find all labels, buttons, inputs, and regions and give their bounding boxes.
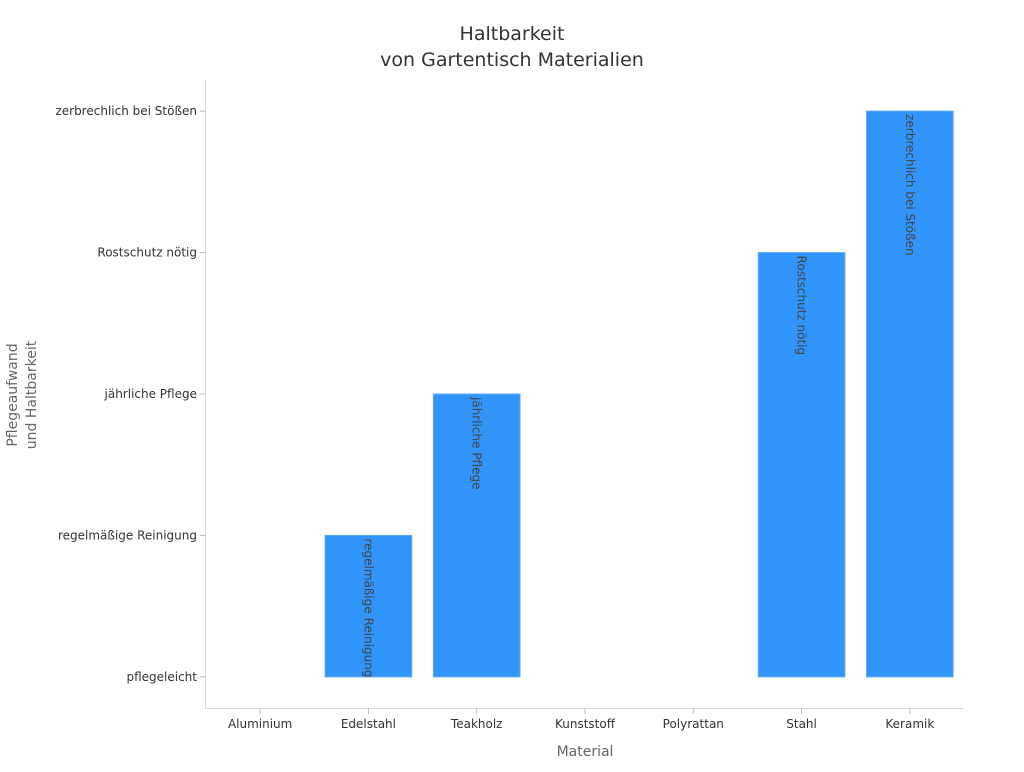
x-axis-title: Material — [557, 744, 614, 760]
bar-teakholz — [432, 393, 521, 678]
y-tick-label: regelmäßige Reinigung — [58, 528, 197, 542]
y-axis-ticks: pflegeleicht regelmäßige Reinigung jährlic… — [55, 104, 206, 684]
x-tick-label: Stahl — [786, 717, 817, 731]
y-tick-label: jährliche Pflege — [104, 387, 197, 401]
bars-group: regelmäßige Reinigung jährliche Pflege Ros… — [324, 110, 954, 678]
x-axis-ticks: Aluminium Edelstahl Teakholz Kunststoff Poly… — [228, 708, 934, 731]
bar-stahl — [757, 252, 846, 678]
x-tick-label: Polyrattan — [663, 717, 724, 731]
bar-data-label: regelmäßige Reinigung — [361, 538, 375, 677]
y-axis-title-line-1: Pflegeaufwand — [5, 343, 21, 446]
y-tick-label: pflegeleicht — [126, 670, 197, 684]
chart-title-line-2: von Gartentisch Materialien — [380, 49, 644, 71]
chart-title-line-1: Haltbarkeit — [460, 23, 565, 45]
x-tick-label: Teakholz — [450, 717, 503, 731]
bar-data-label: zerbrechlich bei Stößen — [903, 114, 917, 256]
bar-data-label: Rostschutz nötig — [795, 256, 809, 356]
x-tick-label: Kunststoff — [555, 717, 616, 731]
bar-edelstahl — [324, 534, 413, 678]
x-tick-label: Aluminium — [228, 717, 292, 731]
y-tick-label: zerbrechlich bei Stößen — [55, 104, 197, 118]
x-tick-label: Edelstahl — [341, 717, 396, 731]
bar-keramik — [866, 110, 954, 678]
x-tick-label: Keramik — [885, 717, 934, 731]
bar-data-label: jährliche Pflege — [470, 396, 484, 489]
y-axis-title-line-2: und Haltbarkeit — [24, 340, 40, 449]
y-tick-label: Rostschutz nötig — [97, 246, 197, 260]
